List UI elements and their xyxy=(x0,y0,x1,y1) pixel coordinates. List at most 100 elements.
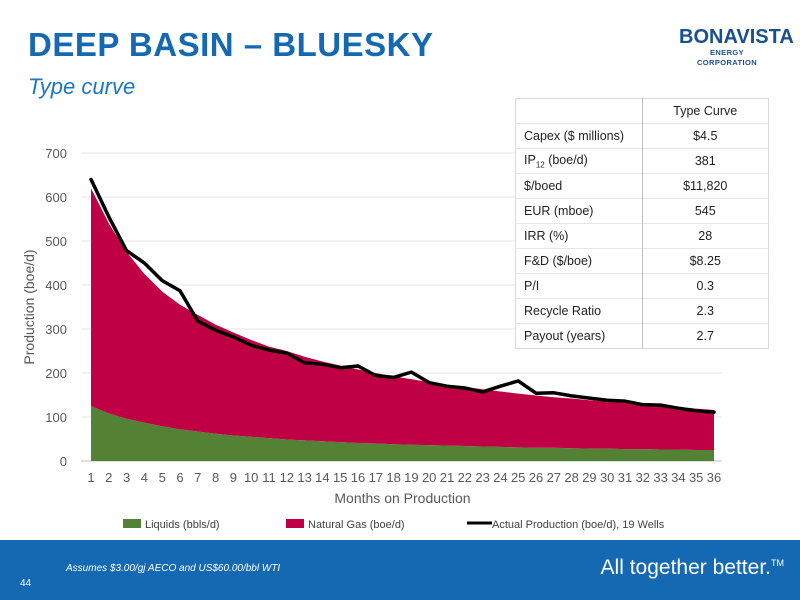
series-actual-production-line xyxy=(89,177,716,414)
row-label-text: P/I xyxy=(524,279,540,293)
x-tick-label: 3 xyxy=(123,470,130,485)
row-label-text: $/boed xyxy=(524,179,563,193)
type-curve-table: Type Curve Capex ($ millions) $4.5 IP12 (bo… xyxy=(515,98,769,349)
table-row-label: P/I xyxy=(515,273,642,299)
x-tick-label: 11 xyxy=(262,470,276,485)
table-row-label: IRR (%) xyxy=(515,223,642,249)
x-tick-label: 22 xyxy=(458,470,472,485)
row-label-text: Payout (years) xyxy=(524,329,606,343)
table-row-value: $8.25 xyxy=(641,248,769,274)
y-tick-label: 700 xyxy=(45,146,67,161)
row-label-text: F&D ($/boe) xyxy=(524,254,593,268)
x-tick-label: 15 xyxy=(333,470,347,485)
x-tick-label: 26 xyxy=(529,470,543,485)
x-tick-label: 12 xyxy=(280,470,294,485)
table-row-value: 381 xyxy=(641,148,769,174)
table-row: Recycle Ratio 2.3 xyxy=(515,298,769,324)
company-logo: BONAVISTA ENERGY CORPORATION xyxy=(679,26,794,68)
x-tick-label: 4 xyxy=(141,470,148,485)
row-label-text: IP xyxy=(524,152,536,167)
x-tick-label: 14 xyxy=(315,470,329,485)
x-tick-label: 31 xyxy=(618,470,632,485)
table-header: Type Curve xyxy=(641,98,769,124)
table-row: IP12 (boe/d) 381 xyxy=(515,148,769,174)
row-label-text: IRR (%) xyxy=(524,229,569,243)
row-label-suffix: (boe/d) xyxy=(544,152,588,167)
x-tick-label: 27 xyxy=(547,470,561,485)
table-row-label: F&D ($/boe) xyxy=(515,248,642,274)
x-tick-label: 30 xyxy=(600,470,614,485)
x-tick-label: 28 xyxy=(564,470,578,485)
page-title: DEEP BASIN – BLUESKY xyxy=(28,26,434,63)
tagline-text: All together better. xyxy=(600,556,771,579)
table-row-value: 0.3 xyxy=(641,273,769,299)
x-tick-label: 20 xyxy=(422,470,436,485)
series-liquids-area xyxy=(91,406,714,461)
x-tick-label: 7 xyxy=(194,470,201,485)
x-tick-label: 19 xyxy=(404,470,418,485)
legend-gas-swatch xyxy=(286,519,304,528)
table-row-value: $11,820 xyxy=(641,173,769,199)
x-tick-label: 16 xyxy=(351,470,365,485)
table-row: $/boed $11,820 xyxy=(515,173,769,199)
table-header-empty xyxy=(516,99,643,124)
y-tick-label: 200 xyxy=(45,366,67,381)
footer-bar: Assumes $3.00/gj AECO and US$60.00/bbl W… xyxy=(0,540,800,600)
x-axis-title: Months on Production xyxy=(334,490,470,506)
x-tick-label: 17 xyxy=(369,470,383,485)
x-tick-label: 8 xyxy=(212,470,219,485)
x-tick-label: 23 xyxy=(475,470,489,485)
row-label-text: Capex ($ millions) xyxy=(524,129,625,143)
y-tick-label: 500 xyxy=(45,234,67,249)
y-axis-title: Production (boe/d) xyxy=(21,249,37,364)
x-tick-label: 5 xyxy=(159,470,166,485)
table-row: EUR (mboe) 545 xyxy=(515,198,769,224)
x-tick-label: 25 xyxy=(511,470,525,485)
line-series xyxy=(89,177,716,414)
table-row-label: Capex ($ millions) xyxy=(515,123,642,149)
x-tick-label: 24 xyxy=(493,470,507,485)
footnote: Assumes $3.00/gj AECO and US$60.00/bbl W… xyxy=(66,563,281,574)
x-tick-label: 36 xyxy=(707,470,721,485)
legend-liquids-swatch xyxy=(123,519,141,528)
y-tick-label: 300 xyxy=(45,322,67,337)
chart-legend: Liquids (bbls/d) Natural Gas (boe/d) Actua… xyxy=(123,519,665,531)
table-row: Payout (years) 2.7 xyxy=(515,323,769,349)
table-row-label: Recycle Ratio xyxy=(515,298,642,324)
table-row: IRR (%) 28 xyxy=(515,223,769,249)
legend-liquids-label: Liquids (bbls/d) xyxy=(145,519,220,531)
table-row-label: IP12 (boe/d) xyxy=(515,148,642,174)
x-tick-label: 9 xyxy=(230,470,237,485)
row-label-text: EUR (mboe) xyxy=(524,204,594,218)
table-row-label: $/boed xyxy=(515,173,642,199)
legend-gas-label: Natural Gas (boe/d) xyxy=(308,519,405,531)
x-tick-label: 35 xyxy=(689,470,703,485)
x-tick-label: 34 xyxy=(671,470,685,485)
table-row-value: 545 xyxy=(641,198,769,224)
area-series xyxy=(91,188,714,461)
x-tick-label: 21 xyxy=(440,470,454,485)
page-subtitle: Type curve xyxy=(28,74,136,99)
x-tick-label: 33 xyxy=(653,470,667,485)
table-row-value: 2.7 xyxy=(641,323,769,349)
x-tick-label: 32 xyxy=(636,470,650,485)
trademark-mark: TM xyxy=(771,558,784,568)
series-natural-gas-area xyxy=(91,188,714,450)
x-tick-label: 29 xyxy=(582,470,596,485)
table-header-row: Type Curve xyxy=(516,98,769,124)
table-row-value: 28 xyxy=(641,223,769,249)
table-row-value: 2.3 xyxy=(641,298,769,324)
x-tick-label: 6 xyxy=(176,470,183,485)
y-tick-label: 600 xyxy=(45,190,67,205)
y-tick-label: 100 xyxy=(45,410,67,425)
table-row: P/I 0.3 xyxy=(515,273,769,299)
page-number: 44 xyxy=(20,578,32,589)
x-tick-label: 2 xyxy=(105,470,112,485)
table-row-label: Payout (years) xyxy=(515,323,642,349)
logo-name: BONAVISTA xyxy=(679,26,794,48)
legend-actual-label: Actual Production (boe/d), 19 Wells xyxy=(492,519,665,531)
table-row-value: $4.5 xyxy=(641,123,769,149)
tagline: All together better.TM xyxy=(601,556,784,580)
logo-subtitle: ENERGY CORPORATION xyxy=(696,48,758,67)
